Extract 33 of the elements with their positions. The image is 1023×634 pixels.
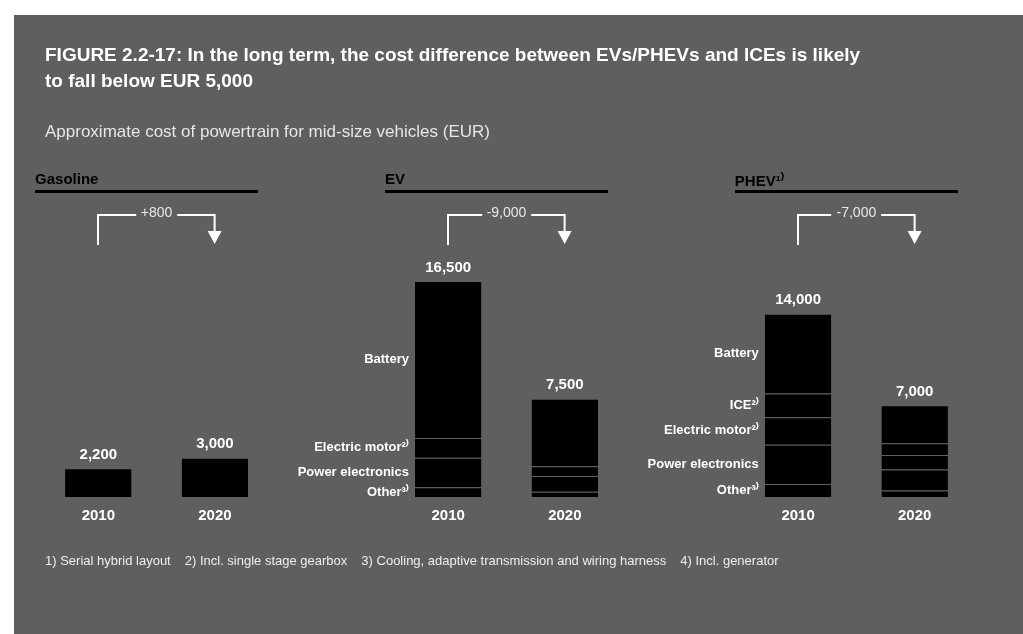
data-label: 3,000 — [196, 434, 234, 452]
x-tick-label: 2020 — [198, 506, 232, 524]
text: -9,000 — [481, 204, 532, 220]
total-label: 14,000 — [775, 290, 822, 308]
total-label: 7,500 — [546, 375, 584, 393]
series-label: ICE²⁾ — [729, 395, 759, 412]
text: +800 — [135, 204, 178, 220]
x-tick-label: 2010 — [431, 506, 465, 524]
total-label: 16,500 — [425, 257, 472, 275]
x-tick-label: 2020 — [898, 506, 932, 524]
text: EV — [384, 170, 609, 193]
text: -7,000 — [831, 204, 882, 220]
chart-title: FIGURE 2.2-17: In the long term, the cost difference between EVs/PHEVs and ICEs is likely to fall below EUR 5,000 — [45, 43, 862, 93]
x-tick-label: 2010 — [781, 506, 815, 524]
text: Gasoline — [35, 170, 259, 193]
text: Power electronics — [647, 455, 759, 471]
series-label: Electric motor²⁾ — [314, 438, 409, 455]
text: Electric motor²⁾ — [664, 422, 759, 438]
text: Battery — [714, 345, 759, 361]
series-label: Battery — [364, 351, 410, 367]
chart-subtitle: Approximate cost of powertrain for mid-size vehicles (EUR) — [45, 122, 490, 142]
text: 4) Incl. generator — [680, 553, 779, 568]
x-tick-label: 2010 — [81, 506, 115, 524]
text: 1) Serial hybrid layout — [45, 553, 171, 568]
x-tick-label: 2020 — [548, 506, 582, 524]
text: 3) Cooling, adaptive transmission and wiring harness — [361, 553, 667, 568]
total-label: 7,000 — [895, 382, 934, 399]
series-label: Power electronics — [297, 464, 409, 480]
text: PHEV¹⁾ — [734, 170, 958, 193]
text: 2) Incl. single stage gearbox — [184, 553, 348, 568]
text: Other³⁾ — [716, 482, 759, 498]
series-label: Other³⁾ — [366, 482, 409, 499]
data-label: 2,200 — [79, 444, 118, 462]
